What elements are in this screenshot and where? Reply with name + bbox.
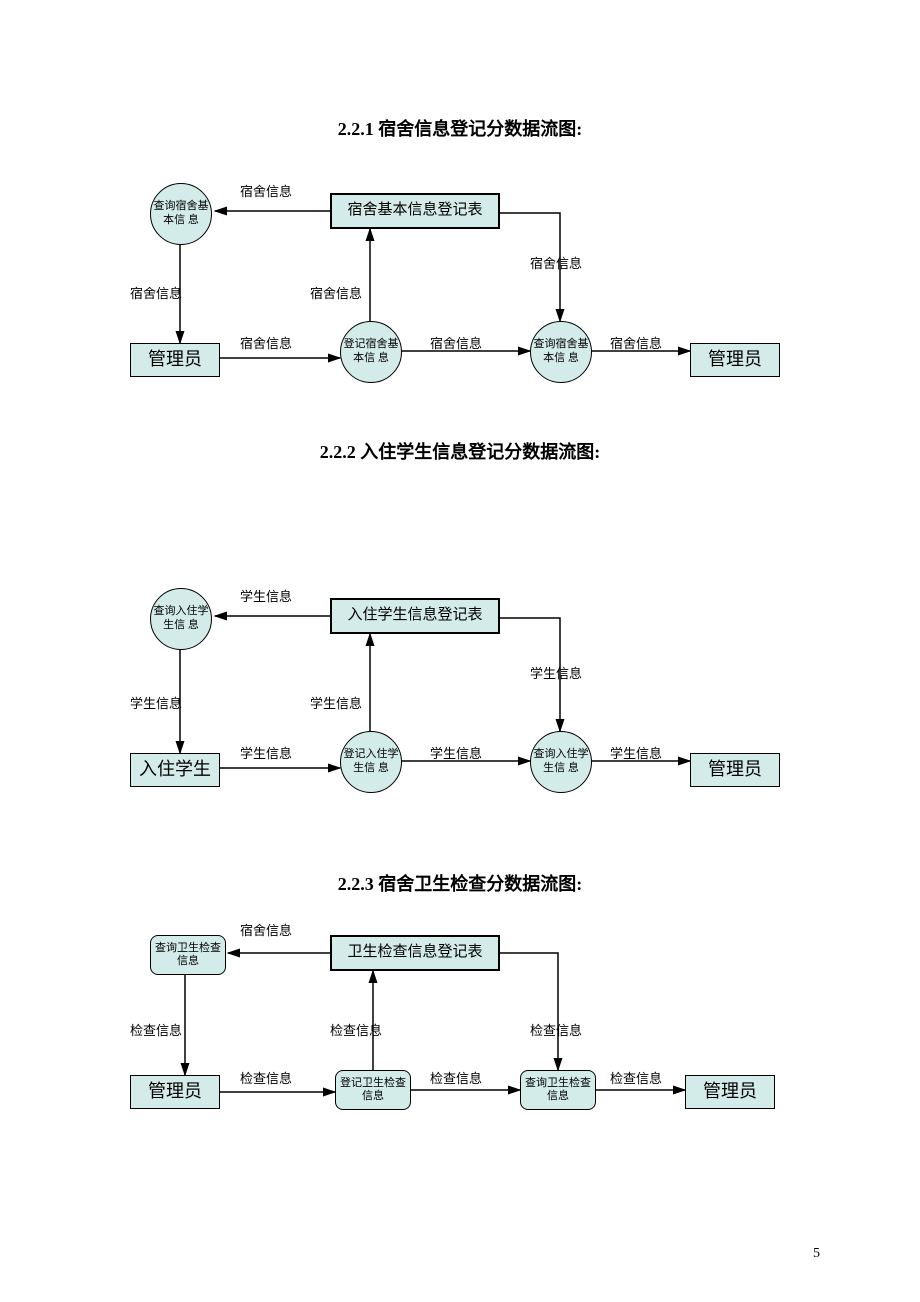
process-query-hygiene-top: 查询卫生检查信息 <box>150 935 226 975</box>
flow-label: 宿舍信息 <box>130 283 182 302</box>
process-query-dorm-top: 查询宿舍基本信 息 <box>150 183 212 245</box>
process-query-hygiene-bottom: 查询卫生检查信息 <box>520 1070 596 1110</box>
entity-student-left: 入住学生 <box>130 753 220 787</box>
entity-admin-right: 管理员 <box>685 1075 775 1109</box>
process-register-student: 登记入住学生信 息 <box>340 731 402 793</box>
flow-label: 学生信息 <box>610 743 662 762</box>
flow-label: 学生信息 <box>240 743 292 762</box>
process-query-dorm-bottom: 查询宿舍基本信 息 <box>530 321 592 383</box>
flow-label: 宿舍信息 <box>240 920 292 939</box>
process-query-student-bottom: 查询入住学生信 息 <box>530 731 592 793</box>
dfd-diagram-2: 查询入住学生信 息 入住学生信息登记表 入住学生 登记入住学生信 息 查询入住学… <box>130 578 830 808</box>
flow-label: 学生信息 <box>530 663 582 682</box>
page-number: 5 <box>813 1246 820 1262</box>
process-query-student-top: 查询入住学生信 息 <box>150 588 212 650</box>
flow-label: 宿舍信息 <box>430 333 482 352</box>
datastore-student-register: 入住学生信息登记表 <box>330 598 500 634</box>
flow-label: 检查信息 <box>430 1068 482 1087</box>
flow-label: 检查信息 <box>240 1068 292 1087</box>
flow-label: 检查信息 <box>530 1020 582 1039</box>
document-page: 2.2.1 宿舍信息登记分数据流图: 查询宿舍基本信 息 宿舍基本信息登记表 管… <box>0 0 920 1302</box>
entity-admin-left: 管理员 <box>130 343 220 377</box>
flow-label: 学生信息 <box>130 693 182 712</box>
dfd-diagram-3: 查询卫生检查信息 卫生检查信息登记表 管理员 登记卫生检查信息 查询卫生检查信息… <box>130 920 830 1130</box>
dfd-diagram-1: 查询宿舍基本信 息 宿舍基本信息登记表 管理员 登记宿舍基本信 息 查询宿舍基本… <box>130 173 830 403</box>
process-register-dorm: 登记宿舍基本信 息 <box>340 321 402 383</box>
entity-admin-left: 管理员 <box>130 1075 220 1109</box>
datastore-dorm-register: 宿舍基本信息登记表 <box>330 193 500 229</box>
flow-label: 学生信息 <box>310 693 362 712</box>
flow-label: 宿舍信息 <box>530 253 582 272</box>
flow-label: 学生信息 <box>430 743 482 762</box>
flow-label: 宿舍信息 <box>310 283 362 302</box>
flow-label: 宿舍信息 <box>610 333 662 352</box>
flow-label: 检查信息 <box>330 1020 382 1039</box>
flow-label: 宿舍信息 <box>240 333 292 352</box>
section-heading-223: 2.2.3 宿舍卫生检查分数据流图: <box>0 870 920 896</box>
section-heading-222: 2.2.2 入住学生信息登记分数据流图: <box>0 438 920 464</box>
flow-label: 学生信息 <box>240 586 292 605</box>
process-register-hygiene: 登记卫生检查信息 <box>335 1070 411 1110</box>
datastore-hygiene-register: 卫生检查信息登记表 <box>330 935 500 971</box>
flow-label: 检查信息 <box>130 1020 182 1039</box>
entity-admin-right: 管理员 <box>690 753 780 787</box>
entity-admin-right: 管理员 <box>690 343 780 377</box>
flow-label: 宿舍信息 <box>240 181 292 200</box>
flow-label: 检查信息 <box>610 1068 662 1087</box>
section-heading-221: 2.2.1 宿舍信息登记分数据流图: <box>0 115 920 141</box>
